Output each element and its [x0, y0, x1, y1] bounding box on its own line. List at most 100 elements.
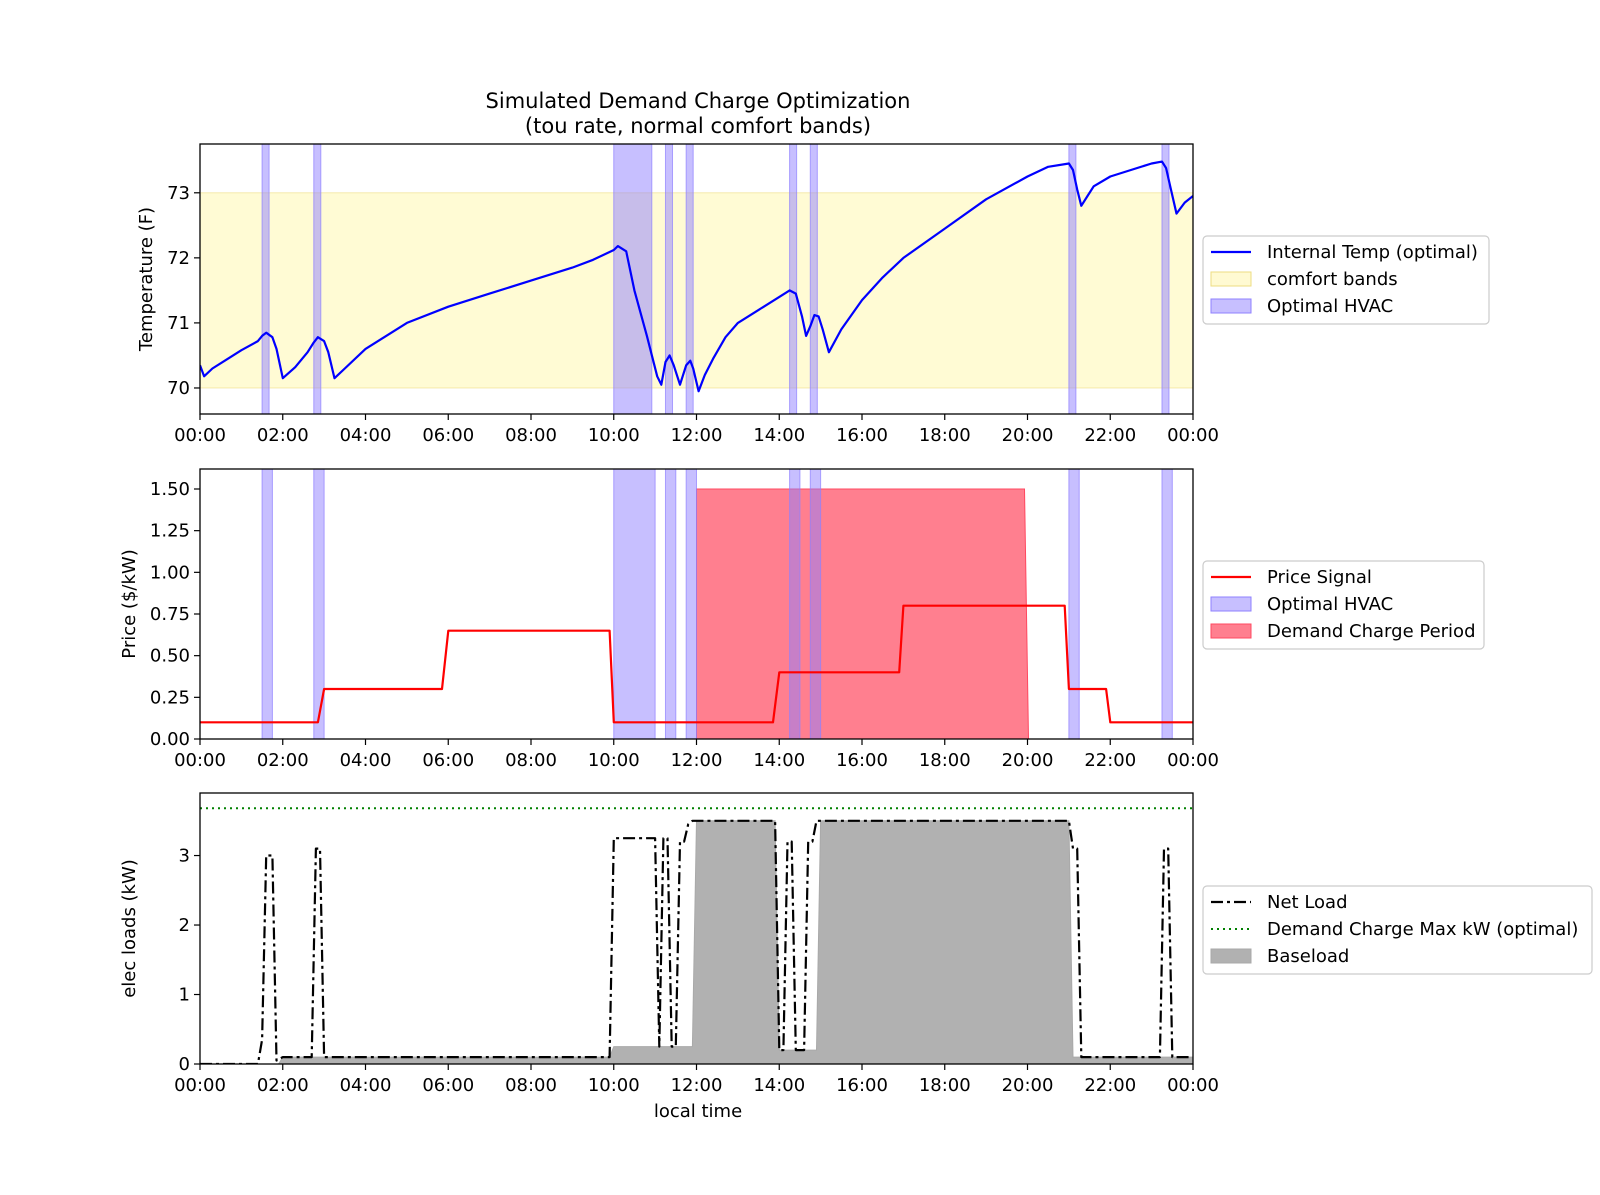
plot-area: [200, 807, 1193, 1064]
hvac-band: [685, 469, 697, 739]
legend-label: Demand Charge Period: [1267, 621, 1476, 642]
y-tick-label: 1.25: [150, 521, 190, 542]
x-tick-label: 00:00: [174, 425, 226, 446]
x-tick-label: 16:00: [836, 425, 888, 446]
y-tick-label: 73: [167, 183, 190, 204]
x-tick-label: 02:00: [257, 425, 309, 446]
legend-swatch-baseload: [1210, 948, 1252, 964]
x-tick-label: 12:00: [671, 425, 723, 446]
hvac-band: [685, 144, 694, 414]
hvac-band: [789, 144, 798, 414]
x-tick-label: 22:00: [1084, 1075, 1136, 1096]
x-tick-label: 16:00: [836, 750, 888, 771]
legend-swatch-hvac: [1210, 298, 1252, 314]
x-tick-label: 20:00: [1002, 1075, 1054, 1096]
y-axis-label: Temperature (F): [136, 207, 157, 352]
elec-loads-panel: 0 1 2 3 00:00 02:00 04:00 06:00 08:00 10:00 12:00 1…: [119, 792, 1593, 1096]
hvac-band: [313, 144, 322, 414]
y-tick-label: 1.00: [150, 562, 190, 583]
x-tick-label: 20:00: [1002, 425, 1054, 446]
y-tick-label: 2: [179, 915, 190, 936]
x-tick-label: 04:00: [340, 425, 392, 446]
y-tick-label: 0.75: [150, 604, 190, 625]
hvac-band: [809, 469, 822, 739]
legend-label: Demand Charge Max kW (optimal): [1267, 919, 1578, 940]
price-panel: 0.00 0.25 0.50 0.75 1.00 1.25 1.50 00:00 02:00 04…: [119, 468, 1485, 771]
hvac-band: [1161, 469, 1173, 739]
y-axis-label: elec loads (kW): [119, 859, 140, 998]
y-tick-label: 0.00: [150, 729, 190, 750]
chart-subtitle: (tou rate, normal comfort bands): [525, 114, 871, 138]
x-tick-label: 10:00: [588, 425, 640, 446]
legend-swatch-comfort: [1210, 271, 1252, 287]
x-tick-label: 08:00: [505, 425, 557, 446]
x-tick-label: 18:00: [919, 1075, 971, 1096]
x-tick-label: 00:00: [1167, 1075, 1219, 1096]
hvac-band: [664, 144, 674, 414]
y-axis-label: Price ($/kW): [119, 549, 140, 658]
chart-title: Simulated Demand Charge Optimization: [486, 89, 911, 113]
temperature-panel: 70 71 72 73 00:00 02:00 04:00 06:00 08:00 10:00 12…: [136, 143, 1490, 446]
hvac-band: [313, 469, 325, 739]
legend-box: [1202, 560, 1485, 650]
x-tick-label: 08:00: [505, 1075, 557, 1096]
legend-label: Baseload: [1267, 946, 1349, 967]
legend-swatch-hvac: [1210, 596, 1252, 612]
hvac-band: [613, 469, 656, 739]
x-tick-label: 22:00: [1084, 425, 1136, 446]
plot-area: [200, 144, 1193, 414]
x-tick-label: 18:00: [919, 750, 971, 771]
legend-label: Optimal HVAC: [1267, 594, 1393, 615]
legend-label: comfort bands: [1267, 269, 1398, 290]
x-tick-label: 08:00: [505, 750, 557, 771]
hvac-band: [261, 144, 270, 414]
y-tick-label: 71: [167, 313, 190, 334]
y-tick-label: 0.50: [150, 646, 190, 667]
comfort-band: [200, 192, 1193, 389]
y-tick-label: 3: [179, 846, 190, 867]
x-axis-label: local time: [654, 1101, 742, 1122]
plot-area: [200, 469, 1193, 739]
x-tick-label: 00:00: [174, 1075, 226, 1096]
hvac-band: [1068, 144, 1077, 414]
internal-temp-line: [200, 160, 1193, 393]
price-signal-line: [200, 604, 1193, 724]
legend-swatch-demand: [1210, 623, 1252, 639]
legend-box: [1202, 235, 1490, 325]
legend-label: Price Signal: [1267, 567, 1372, 588]
x-tick-label: 16:00: [836, 1075, 888, 1096]
x-tick-label: 04:00: [340, 750, 392, 771]
net-load-line: [200, 819, 1193, 1064]
baseload-area: [200, 820, 1193, 1064]
x-tick-label: 12:00: [671, 1075, 723, 1096]
y-tick-label: 0: [179, 1054, 190, 1075]
x-tick-label: 06:00: [422, 1075, 474, 1096]
legend-label: Internal Temp (optimal): [1267, 242, 1478, 263]
hvac-band: [664, 469, 677, 739]
x-tick-label: 22:00: [1084, 750, 1136, 771]
x-tick-label: 06:00: [422, 425, 474, 446]
y-tick-label: 70: [167, 378, 190, 399]
hvac-band: [261, 469, 273, 739]
x-tick-label: 14:00: [753, 1075, 805, 1096]
x-tick-label: 02:00: [257, 750, 309, 771]
x-tick-label: 00:00: [1167, 425, 1219, 446]
x-tick-label: 18:00: [919, 425, 971, 446]
y-tick-label: 1: [179, 985, 190, 1006]
x-tick-label: 00:00: [1167, 750, 1219, 771]
y-tick-label: 1.50: [150, 479, 190, 500]
legend-box: [1202, 885, 1593, 975]
x-tick-label: 10:00: [588, 1075, 640, 1096]
hvac-band: [809, 144, 818, 414]
x-tick-label: 12:00: [671, 750, 723, 771]
x-tick-label: 10:00: [588, 750, 640, 771]
hvac-band: [1068, 469, 1080, 739]
x-tick-label: 02:00: [257, 1075, 309, 1096]
x-tick-label: 04:00: [340, 1075, 392, 1096]
y-tick-label: 0.25: [150, 687, 190, 708]
hvac-band: [789, 469, 801, 739]
x-tick-label: 20:00: [1002, 750, 1054, 771]
hvac-band: [1161, 144, 1170, 414]
legend-label: Optimal HVAC: [1267, 296, 1393, 317]
